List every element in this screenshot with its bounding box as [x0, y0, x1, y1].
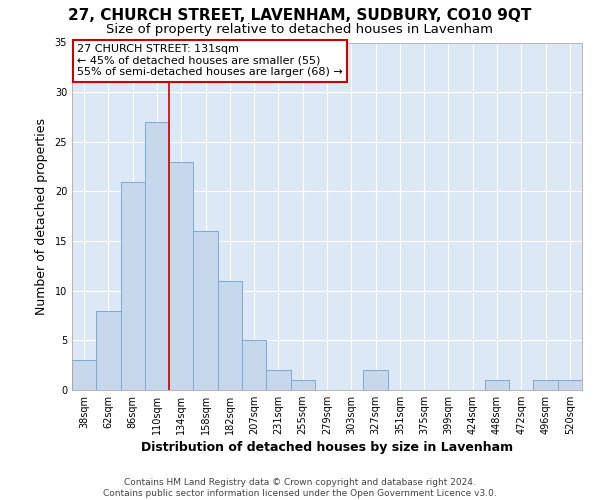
Text: Size of property relative to detached houses in Lavenham: Size of property relative to detached ho… — [107, 22, 493, 36]
Bar — [218, 281, 242, 390]
X-axis label: Distribution of detached houses by size in Lavenham: Distribution of detached houses by size … — [141, 442, 513, 454]
Bar — [96, 310, 121, 390]
Bar — [364, 370, 388, 390]
Bar — [169, 162, 193, 390]
Bar — [558, 380, 582, 390]
Bar — [290, 380, 315, 390]
Text: 27, CHURCH STREET, LAVENHAM, SUDBURY, CO10 9QT: 27, CHURCH STREET, LAVENHAM, SUDBURY, CO… — [68, 8, 532, 22]
Text: 27 CHURCH STREET: 131sqm
← 45% of detached houses are smaller (55)
55% of semi-d: 27 CHURCH STREET: 131sqm ← 45% of detach… — [77, 44, 343, 78]
Bar — [72, 360, 96, 390]
Bar — [266, 370, 290, 390]
Bar — [121, 182, 145, 390]
Bar — [533, 380, 558, 390]
Y-axis label: Number of detached properties: Number of detached properties — [35, 118, 47, 315]
Bar — [242, 340, 266, 390]
Text: Contains HM Land Registry data © Crown copyright and database right 2024.
Contai: Contains HM Land Registry data © Crown c… — [103, 478, 497, 498]
Bar — [145, 122, 169, 390]
Bar — [193, 231, 218, 390]
Bar — [485, 380, 509, 390]
